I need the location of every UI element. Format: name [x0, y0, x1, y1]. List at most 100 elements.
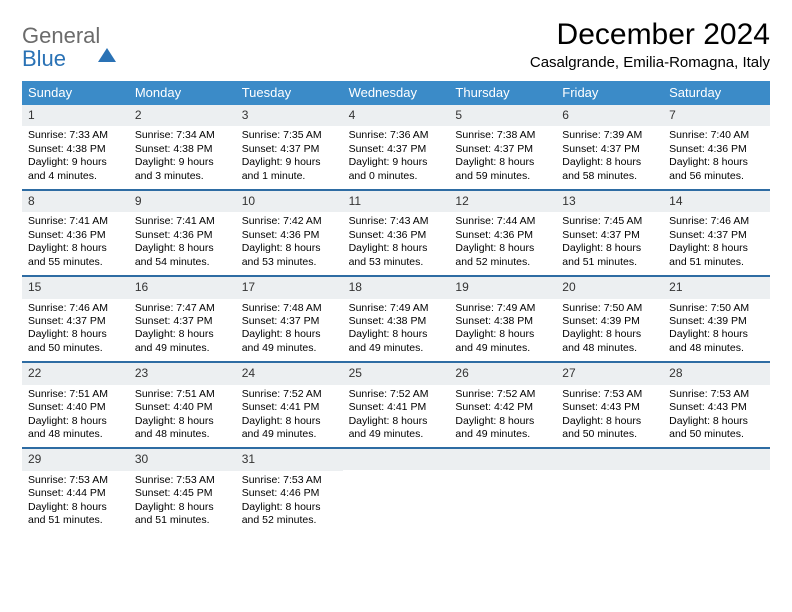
daylight-line: Daylight: 8 hours and 54 minutes.	[135, 242, 230, 269]
day-number: 19	[449, 277, 556, 298]
sunrise-line: Sunrise: 7:52 AM	[349, 388, 444, 401]
sunset-line: Sunset: 4:37 PM	[349, 143, 444, 156]
sunrise-line: Sunrise: 7:40 AM	[669, 129, 764, 142]
calendar-cell: 13Sunrise: 7:45 AMSunset: 4:37 PMDayligh…	[556, 191, 663, 275]
day-number: 30	[129, 449, 236, 470]
calendar-cell: 29Sunrise: 7:53 AMSunset: 4:44 PMDayligh…	[22, 449, 129, 533]
day-number	[556, 449, 663, 470]
sunset-line: Sunset: 4:36 PM	[669, 143, 764, 156]
daylight-line: Daylight: 8 hours and 51 minutes.	[562, 242, 657, 269]
calendar: SundayMondayTuesdayWednesdayThursdayFrid…	[22, 81, 770, 534]
sunrise-line: Sunrise: 7:33 AM	[28, 129, 123, 142]
cell-body: Sunrise: 7:40 AMSunset: 4:36 PMDaylight:…	[663, 129, 770, 189]
daylight-line: Daylight: 8 hours and 49 minutes.	[455, 415, 550, 442]
daylight-line: Daylight: 9 hours and 3 minutes.	[135, 156, 230, 183]
cell-body: Sunrise: 7:53 AMSunset: 4:46 PMDaylight:…	[236, 474, 343, 534]
sunset-line: Sunset: 4:38 PM	[349, 315, 444, 328]
calendar-cell: 28Sunrise: 7:53 AMSunset: 4:43 PMDayligh…	[663, 363, 770, 447]
day-number: 23	[129, 363, 236, 384]
day-number: 10	[236, 191, 343, 212]
logo: General Blue	[22, 18, 116, 70]
cell-body: Sunrise: 7:41 AMSunset: 4:36 PMDaylight:…	[22, 215, 129, 275]
sunrise-line: Sunrise: 7:43 AM	[349, 215, 444, 228]
cell-body: Sunrise: 7:33 AMSunset: 4:38 PMDaylight:…	[22, 129, 129, 189]
sunset-line: Sunset: 4:40 PM	[135, 401, 230, 414]
cell-body: Sunrise: 7:49 AMSunset: 4:38 PMDaylight:…	[343, 302, 450, 362]
day-number: 21	[663, 277, 770, 298]
cell-body: Sunrise: 7:53 AMSunset: 4:45 PMDaylight:…	[129, 474, 236, 534]
cell-body: Sunrise: 7:44 AMSunset: 4:36 PMDaylight:…	[449, 215, 556, 275]
daylight-line: Daylight: 8 hours and 49 minutes.	[349, 415, 444, 442]
calendar-cell: 7Sunrise: 7:40 AMSunset: 4:36 PMDaylight…	[663, 105, 770, 189]
day-number: 4	[343, 105, 450, 126]
day-number: 8	[22, 191, 129, 212]
sunrise-line: Sunrise: 7:52 AM	[455, 388, 550, 401]
day-number: 25	[343, 363, 450, 384]
logo-line1: General	[22, 23, 100, 48]
sunset-line: Sunset: 4:43 PM	[669, 401, 764, 414]
day-number: 26	[449, 363, 556, 384]
sunrise-line: Sunrise: 7:49 AM	[349, 302, 444, 315]
sunset-line: Sunset: 4:36 PM	[349, 229, 444, 242]
cell-body: Sunrise: 7:39 AMSunset: 4:37 PMDaylight:…	[556, 129, 663, 189]
sunset-line: Sunset: 4:37 PM	[135, 315, 230, 328]
daylight-line: Daylight: 8 hours and 49 minutes.	[242, 328, 337, 355]
cell-body: Sunrise: 7:51 AMSunset: 4:40 PMDaylight:…	[129, 388, 236, 448]
daylight-line: Daylight: 8 hours and 58 minutes.	[562, 156, 657, 183]
cell-body: Sunrise: 7:43 AMSunset: 4:36 PMDaylight:…	[343, 215, 450, 275]
day-number: 28	[663, 363, 770, 384]
cell-body: Sunrise: 7:34 AMSunset: 4:38 PMDaylight:…	[129, 129, 236, 189]
sunset-line: Sunset: 4:38 PM	[455, 315, 550, 328]
sunrise-line: Sunrise: 7:41 AM	[28, 215, 123, 228]
cell-body: Sunrise: 7:42 AMSunset: 4:36 PMDaylight:…	[236, 215, 343, 275]
weekday-label: Thursday	[449, 81, 556, 105]
sunset-line: Sunset: 4:37 PM	[242, 315, 337, 328]
calendar-cell: 16 Sunrise: 7:47 AMSunset: 4:37 PMDayligh…	[129, 277, 236, 361]
calendar-week: 15Sunrise: 7:46 AMSunset: 4:37 PMDayligh…	[22, 277, 770, 363]
calendar-cell-empty	[556, 449, 663, 533]
cell-body: Sunrise: 7:51 AMSunset: 4:40 PMDaylight:…	[22, 388, 129, 448]
calendar-cell-empty	[343, 449, 450, 533]
day-number: 15	[22, 277, 129, 298]
weeks-container: 1Sunrise: 7:33 AMSunset: 4:38 PMDaylight…	[22, 105, 770, 534]
sunrise-line: Sunrise: 7:49 AM	[455, 302, 550, 315]
sunset-line: Sunset: 4:36 PM	[135, 229, 230, 242]
sunset-line: Sunset: 4:38 PM	[28, 143, 123, 156]
daylight-line: Daylight: 8 hours and 48 minutes.	[28, 415, 123, 442]
sunrise-line: Sunrise: 7:44 AM	[455, 215, 550, 228]
calendar-cell-empty	[449, 449, 556, 533]
calendar-cell: 15Sunrise: 7:46 AMSunset: 4:37 PMDayligh…	[22, 277, 129, 361]
sunset-line: Sunset: 4:41 PM	[349, 401, 444, 414]
weekday-label: Monday	[129, 81, 236, 105]
day-number: 14	[663, 191, 770, 212]
sunset-line: Sunset: 4:37 PM	[669, 229, 764, 242]
sunset-line: Sunset: 4:42 PM	[455, 401, 550, 414]
day-number: 16	[129, 277, 236, 298]
cell-body: Sunrise: 7:49 AMSunset: 4:38 PMDaylight:…	[449, 302, 556, 362]
cell-body: Sunrise: 7:53 AMSunset: 4:44 PMDaylight:…	[22, 474, 129, 534]
month-title: December 2024	[530, 18, 770, 52]
daylight-line: Daylight: 8 hours and 56 minutes.	[669, 156, 764, 183]
day-number: 11	[343, 191, 450, 212]
weekday-label: Wednesday	[343, 81, 450, 105]
calendar-cell: 26 Sunrise: 7:52 AMSunset: 4:42 PMDayligh…	[449, 363, 556, 447]
calendar-cell: 19 Sunrise: 7:49 AMSunset: 4:38 PMDayligh…	[449, 277, 556, 361]
daylight-line: Daylight: 8 hours and 52 minutes.	[242, 501, 337, 528]
day-number: 13	[556, 191, 663, 212]
sunset-line: Sunset: 4:36 PM	[455, 229, 550, 242]
day-number	[449, 449, 556, 470]
sunrise-line: Sunrise: 7:53 AM	[135, 474, 230, 487]
calendar-cell-empty	[663, 449, 770, 533]
cell-body: Sunrise: 7:47 AMSunset: 4:37 PMDaylight:…	[129, 302, 236, 362]
daylight-line: Daylight: 8 hours and 48 minutes.	[669, 328, 764, 355]
sunset-line: Sunset: 4:37 PM	[242, 143, 337, 156]
calendar-cell: 10 Sunrise: 7:42 AMSunset: 4:36 PMDayligh…	[236, 191, 343, 275]
sunset-line: Sunset: 4:38 PM	[135, 143, 230, 156]
sunrise-line: Sunrise: 7:52 AM	[242, 388, 337, 401]
calendar-cell: 8 Sunrise: 7:41 AMSunset: 4:36 PMDaylight…	[22, 191, 129, 275]
daylight-line: Daylight: 9 hours and 4 minutes.	[28, 156, 123, 183]
calendar-cell: 31Sunrise: 7:53 AMSunset: 4:46 PMDayligh…	[236, 449, 343, 533]
cell-body: Sunrise: 7:53 AMSunset: 4:43 PMDaylight:…	[556, 388, 663, 448]
sunset-line: Sunset: 4:45 PM	[135, 487, 230, 500]
sunrise-line: Sunrise: 7:46 AM	[28, 302, 123, 315]
